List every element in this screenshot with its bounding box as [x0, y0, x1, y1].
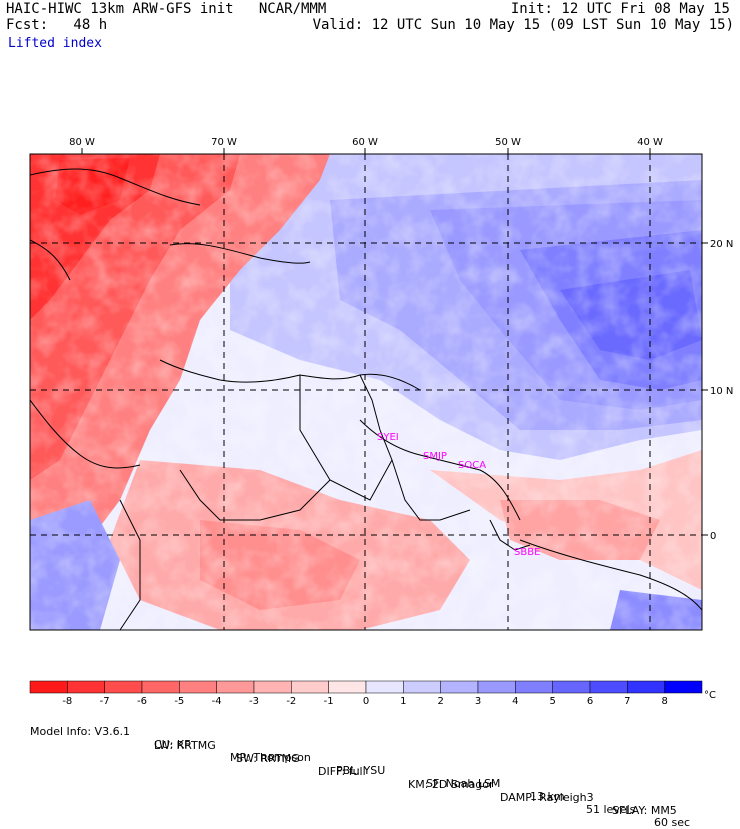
colorbar-swatch	[253, 680, 292, 694]
footer-model-version: Model Info: V3.6.1	[30, 725, 131, 738]
colorbar-label: -4	[212, 696, 222, 707]
colorbar-label: -1	[324, 696, 334, 707]
colorbar-label: -2	[286, 696, 296, 707]
map-frame	[29, 153, 703, 631]
colorbar-label: 4	[512, 696, 518, 707]
colorbar-swatch	[515, 680, 553, 694]
station-sbbe: SBBE	[514, 547, 540, 558]
lifted-index-field	[30, 154, 702, 630]
lon-label: 80 W	[69, 137, 95, 148]
colorbar-swatch	[403, 680, 441, 694]
footer-damp: DAMP: Rayleigh3	[500, 791, 594, 804]
colorbar-unit: °C	[704, 690, 716, 701]
coastlines	[30, 168, 702, 630]
colorbar-label: 7	[624, 696, 630, 707]
footer-lw: LW: RRTMG	[154, 739, 216, 752]
valid-time: Valid: 12 UTC Sun 10 May 15 (09 LST Sun …	[312, 17, 734, 33]
lat-label: 20 N	[710, 239, 733, 250]
colorbar-label: 8	[661, 696, 667, 707]
colorbar-swatch	[365, 680, 404, 694]
lat-label: 10 N	[710, 386, 733, 397]
footer-km: KM: 2D Smagor	[408, 778, 494, 791]
station-labels: SYEI SMJP SOCA SBBE	[377, 432, 540, 558]
colorbar-swatch	[440, 680, 479, 694]
colorbar-swatch	[552, 680, 591, 694]
station-smjp: SMJP	[423, 451, 447, 462]
station-syei: SYEI	[377, 432, 399, 443]
lon-label: 60 W	[352, 137, 378, 148]
colorbar-swatch	[664, 680, 703, 694]
colorbar-label: -7	[100, 696, 110, 707]
model-title: HAIC-HIWC 13km ARW-GFS init NCAR/MMM	[6, 1, 327, 17]
init-time: Init: 12 UTC Fri 08 May 15	[510, 1, 730, 17]
map-figure: 80 W 70 W 60 W 50 W 40 W 20 N 10 N 0 SYE…	[29, 137, 733, 707]
lat-lon-grid	[30, 154, 702, 630]
footer-timestep: 60 sec	[654, 816, 691, 829]
colorbar-label: 3	[475, 696, 481, 707]
colorbar-swatch	[627, 680, 665, 694]
colorbar-swatch	[141, 680, 180, 694]
colorbar-swatch	[29, 680, 68, 694]
colorbar-swatch	[104, 680, 143, 694]
colorbar-swatch	[291, 680, 329, 694]
lon-label: 50 W	[495, 137, 521, 148]
lon-label: 40 W	[637, 137, 663, 148]
map-ticks	[81, 148, 708, 536]
lat-label: 0	[710, 531, 716, 542]
colorbar-label: 6	[587, 696, 593, 707]
footer-diff: DIFF: full	[318, 765, 366, 778]
colorbar-label: -8	[62, 696, 72, 707]
colorbar-swatch	[477, 680, 516, 694]
lon-label: 70 W	[211, 137, 237, 148]
colorbar-label: 1	[400, 696, 406, 707]
colorbar-label: 0	[363, 696, 369, 707]
forecast-hour: Fcst: 48 h	[6, 17, 108, 33]
colorbar-label: -6	[137, 696, 147, 707]
footer-sflay: SFLAY: MM5	[612, 804, 677, 817]
colorbar-label: 2	[437, 696, 443, 707]
colorbar-swatch	[67, 680, 105, 694]
colorbar-label: 5	[549, 696, 555, 707]
colorbar-swatch	[216, 680, 255, 694]
colorbar-swatch	[328, 680, 367, 694]
colorbar: -8 -7 -6 -5 -4 -3 -2 -1 0 1 2 3 4 5 6 7 8 °C	[29, 680, 716, 707]
colorbar-swatch	[589, 680, 628, 694]
station-soca: SOCA	[458, 460, 486, 471]
colorbar-label: -5	[174, 696, 184, 707]
colorbar-swatch	[179, 680, 217, 694]
field-name: Lifted index	[8, 36, 102, 51]
footer-sw: SW: RRTMG	[236, 752, 300, 765]
colorbar-label: -3	[249, 696, 259, 707]
